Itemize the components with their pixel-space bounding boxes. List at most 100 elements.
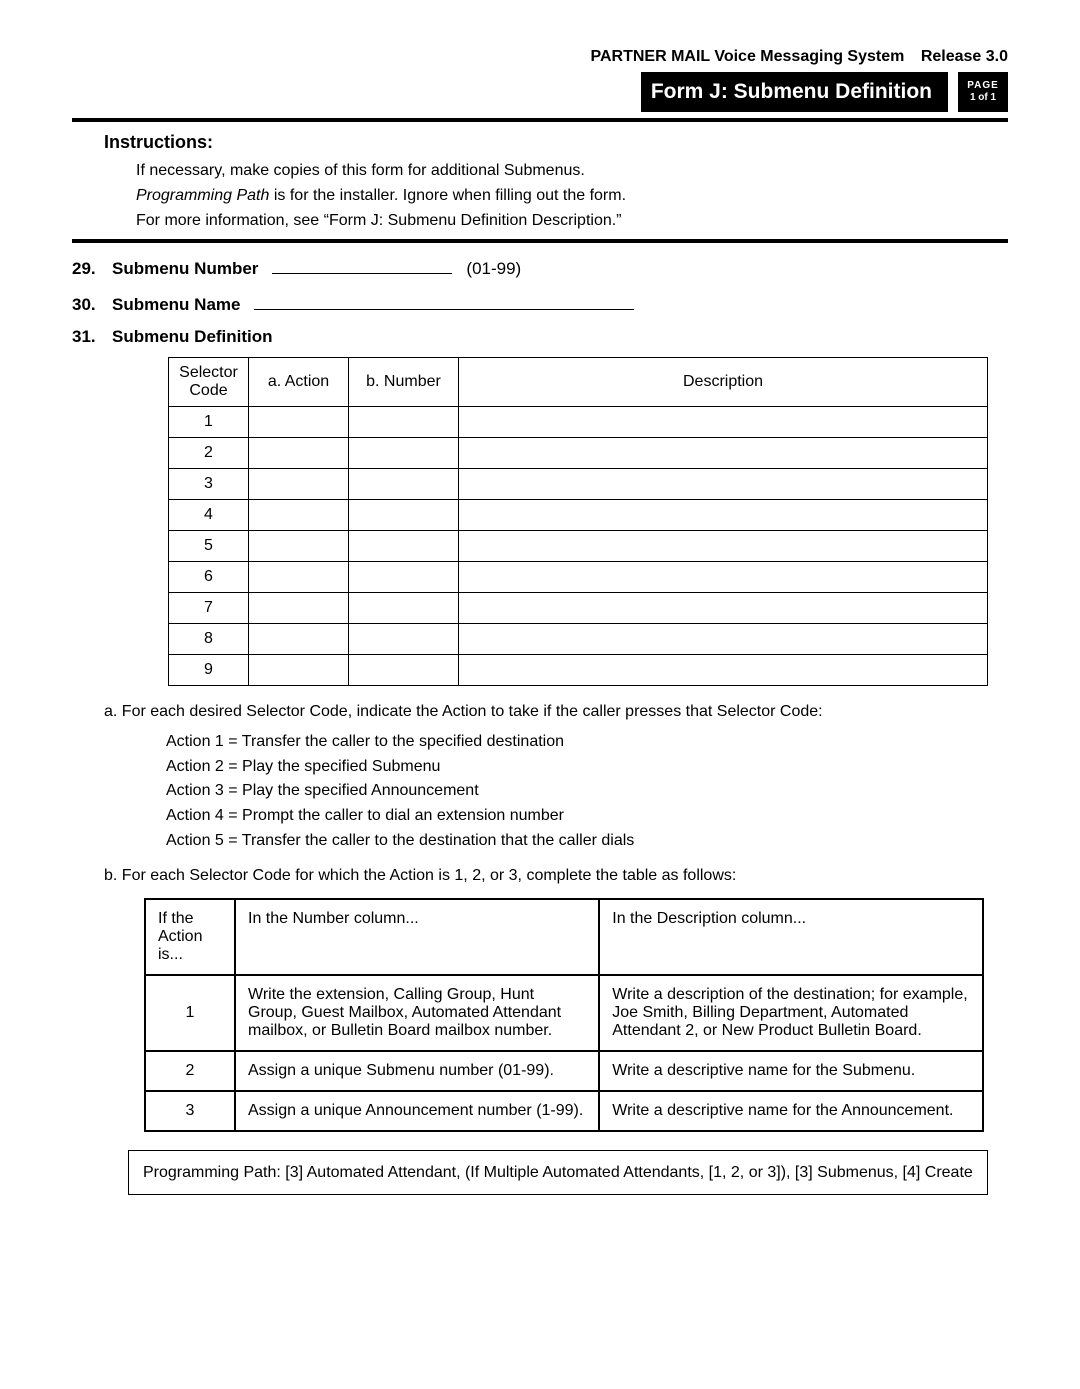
guide-header-row: If theAction is... In the Number column.… xyxy=(145,899,983,975)
instructions-italic-prefix: Programming Path xyxy=(136,187,269,204)
guide-col-description: In the Description column... xyxy=(599,899,983,975)
guide-col-if: If theAction is... xyxy=(145,899,235,975)
action-line-3: Action 3 = Play the specified Announceme… xyxy=(166,779,1008,804)
action-cell[interactable] xyxy=(249,499,349,530)
action-line-4: Action 4 = Prompt the caller to dial an … xyxy=(166,804,1008,829)
item-29-num: 29. xyxy=(72,259,104,279)
guide-desc-cell: Write a description of the destination; … xyxy=(599,975,983,1051)
col-action: a. Action xyxy=(249,357,349,406)
item-29-label: Submenu Number xyxy=(112,259,258,279)
description-cell[interactable] xyxy=(459,468,988,499)
item-29-row: 29. Submenu Number (01-99) xyxy=(72,255,1008,279)
action-cell[interactable] xyxy=(249,437,349,468)
guide-desc-cell: Write a descriptive name for the Submenu… xyxy=(599,1051,983,1091)
action-cell[interactable] xyxy=(249,530,349,561)
number-cell[interactable] xyxy=(349,499,459,530)
divider-below-instructions xyxy=(72,239,1008,243)
description-cell[interactable] xyxy=(459,530,988,561)
selector-code-cell: 8 xyxy=(169,623,249,654)
item-31-row: 31. Submenu Definition xyxy=(72,327,1008,347)
action-cell[interactable] xyxy=(249,468,349,499)
instructions-body: If necessary, make copies of this form f… xyxy=(136,159,1008,233)
action-cell[interactable] xyxy=(249,654,349,685)
number-cell[interactable] xyxy=(349,468,459,499)
table-row: 1 xyxy=(169,406,988,437)
description-cell[interactable] xyxy=(459,623,988,654)
selector-code-cell: 4 xyxy=(169,499,249,530)
instructions-line-2-rest: is for the installer. Ignore when fillin… xyxy=(274,187,626,204)
number-cell[interactable] xyxy=(349,437,459,468)
instructions-line-2: Programming Path is for the installer. I… xyxy=(136,184,1008,209)
action-cell[interactable] xyxy=(249,623,349,654)
action-cell[interactable] xyxy=(249,561,349,592)
release-text xyxy=(910,48,914,66)
table-row: 9 xyxy=(169,654,988,685)
description-cell[interactable] xyxy=(459,561,988,592)
item-30-row: 30. Submenu Name xyxy=(72,291,1008,315)
page-badge: PAGE 1 of 1 xyxy=(958,72,1008,112)
selector-code-cell: 2 xyxy=(169,437,249,468)
guide-row: 1 Write the extension, Calling Group, Hu… xyxy=(145,975,983,1051)
action-cell[interactable] xyxy=(249,592,349,623)
action-cell[interactable] xyxy=(249,406,349,437)
table-row: 2 xyxy=(169,437,988,468)
instructions-line-3: For more information, see “Form J: Subme… xyxy=(136,209,1008,234)
product-header: PARTNER MAIL Voice Messaging System Rele… xyxy=(72,48,1008,66)
guide-if-cell: 2 xyxy=(145,1051,235,1091)
number-cell[interactable] xyxy=(349,561,459,592)
guide-number-cell: Assign a unique Announcement number (1-9… xyxy=(235,1091,599,1131)
description-cell[interactable] xyxy=(459,499,988,530)
selector-code-cell: 3 xyxy=(169,468,249,499)
guide-col-number: In the Number column... xyxy=(235,899,599,975)
divider-top xyxy=(72,118,1008,122)
instructions-line-1: If necessary, make copies of this form f… xyxy=(136,159,1008,184)
number-cell[interactable] xyxy=(349,654,459,685)
selector-code-cell: 6 xyxy=(169,561,249,592)
action-line-1: Action 1 = Transfer the caller to the sp… xyxy=(166,730,1008,755)
table-row: 6 xyxy=(169,561,988,592)
submenu-definition-table: SelectorCode a. Action b. Number Descrip… xyxy=(168,357,988,686)
description-cell[interactable] xyxy=(459,406,988,437)
number-cell[interactable] xyxy=(349,623,459,654)
guide-number-cell: Write the extension, Calling Group, Hunt… xyxy=(235,975,599,1051)
number-cell[interactable] xyxy=(349,530,459,561)
instructions-heading: Instructions: xyxy=(104,132,1008,153)
form-title: Form J: Submenu Definition xyxy=(641,72,948,112)
col-selector-code: SelectorCode xyxy=(169,357,249,406)
form-title-row: Form J: Submenu Definition PAGE 1 of 1 xyxy=(72,72,1008,112)
action-line-5: Action 5 = Transfer the caller to the de… xyxy=(166,829,1008,854)
guide-if-cell: 3 xyxy=(145,1091,235,1131)
guide-if-cell: 1 xyxy=(145,975,235,1051)
number-cell[interactable] xyxy=(349,592,459,623)
item-30-label: Submenu Name xyxy=(112,295,240,315)
table-row: 3 xyxy=(169,468,988,499)
item-30-num: 30. xyxy=(72,295,104,315)
selector-code-cell: 7 xyxy=(169,592,249,623)
product-line-text: PARTNER MAIL Voice Messaging System xyxy=(591,48,905,66)
table-row: 8 xyxy=(169,623,988,654)
actions-list: Action 1 = Transfer the caller to the sp… xyxy=(166,730,1008,854)
item-31-label: Submenu Definition xyxy=(112,327,273,347)
description-cell[interactable] xyxy=(459,654,988,685)
guide-number-cell: Assign a unique Submenu number (01-99). xyxy=(235,1051,599,1091)
submenu-table-body: 1 2 3 4 5 6 7 8 9 xyxy=(169,406,988,685)
submenu-table-header-row: SelectorCode a. Action b. Number Descrip… xyxy=(169,357,988,406)
note-a-intro: a. For each desired Selector Code, indic… xyxy=(104,700,1008,724)
item-29-range: (01-99) xyxy=(466,259,521,279)
submenu-name-input[interactable] xyxy=(254,291,634,310)
submenu-number-input[interactable] xyxy=(272,255,452,274)
selector-code-cell: 5 xyxy=(169,530,249,561)
release-text-value: Release 3.0 xyxy=(921,48,1008,66)
page-badge-bottom: 1 of 1 xyxy=(966,92,1000,104)
item-31-num: 31. xyxy=(72,327,104,347)
number-cell[interactable] xyxy=(349,406,459,437)
note-b-intro: b. For each Selector Code for which the … xyxy=(104,864,1008,888)
description-cell[interactable] xyxy=(459,437,988,468)
guide-row: 3 Assign a unique Announcement number (1… xyxy=(145,1091,983,1131)
table-row: 7 xyxy=(169,592,988,623)
programming-path-box: Programming Path: [3] Automated Attendan… xyxy=(128,1150,988,1195)
description-cell[interactable] xyxy=(459,592,988,623)
table-row: 5 xyxy=(169,530,988,561)
action-line-2: Action 2 = Play the specified Submenu xyxy=(166,755,1008,780)
guide-row: 2 Assign a unique Submenu number (01-99)… xyxy=(145,1051,983,1091)
